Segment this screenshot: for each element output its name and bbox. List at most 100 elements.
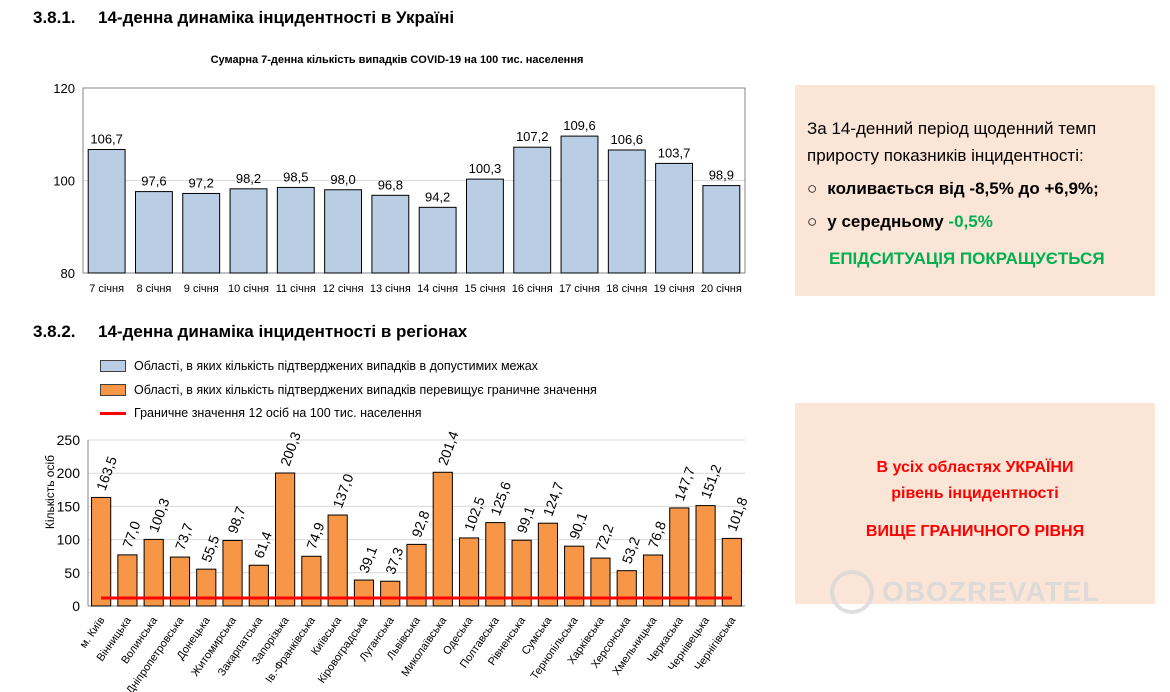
data-label: 73,7 bbox=[172, 521, 196, 552]
bar bbox=[380, 580, 401, 607]
bar bbox=[222, 539, 243, 607]
data-label: 109,6 bbox=[563, 118, 596, 133]
bar bbox=[276, 186, 315, 274]
data-label: 37,3 bbox=[382, 545, 406, 576]
data-label: 98,2 bbox=[236, 171, 261, 186]
y-tick-label: 100 bbox=[53, 174, 75, 189]
section-heading-2: 3.8.2. 14-денна динаміка інцидентності в … bbox=[33, 322, 468, 341]
x-tick-label: 12 січня bbox=[323, 283, 364, 295]
bar bbox=[371, 194, 410, 274]
logo-icon bbox=[830, 570, 874, 614]
x-tick-label: 11 січня bbox=[276, 283, 316, 295]
data-label: 92,8 bbox=[408, 508, 432, 539]
bar bbox=[607, 149, 646, 274]
data-label: 101,8 bbox=[724, 495, 751, 534]
data-label: 201,4 bbox=[435, 429, 462, 468]
summary-line: приросту показників інцидентності: bbox=[807, 146, 1084, 165]
x-tick-label: 19 січня bbox=[654, 283, 695, 295]
x-tick-label: 14 січня bbox=[417, 283, 458, 295]
bar bbox=[513, 146, 552, 274]
data-label: 106,7 bbox=[90, 132, 123, 147]
data-label: 74,9 bbox=[303, 520, 327, 551]
data-label: 61,4 bbox=[251, 529, 275, 560]
data-label: 97,2 bbox=[189, 175, 214, 190]
bar bbox=[642, 554, 664, 607]
bar bbox=[616, 570, 637, 607]
summary-box: За 14-денний період щоденний темп прирос… bbox=[795, 85, 1155, 296]
legend-swatch bbox=[100, 384, 126, 396]
bar bbox=[695, 505, 716, 607]
data-label: 99,1 bbox=[513, 504, 537, 535]
data-label: 100,3 bbox=[469, 161, 502, 176]
bar bbox=[229, 188, 268, 274]
bar bbox=[87, 149, 126, 274]
bar bbox=[327, 514, 348, 607]
section-heading-1: 3.8.1. 14-денна динаміка інцидентності в … bbox=[33, 8, 455, 27]
data-label: 103,7 bbox=[658, 145, 691, 160]
data-label: 77,0 bbox=[119, 519, 143, 550]
bar bbox=[406, 543, 427, 607]
x-tick-label: 7 січня bbox=[89, 283, 124, 295]
bar bbox=[182, 192, 221, 274]
bar bbox=[196, 568, 217, 607]
y-tick-label: 80 bbox=[61, 266, 75, 281]
x-tick-label: 15 січня bbox=[464, 283, 505, 295]
bar bbox=[560, 135, 599, 274]
data-label: 147,7 bbox=[671, 464, 698, 503]
data-label: 151,2 bbox=[697, 462, 724, 501]
bar bbox=[485, 522, 506, 607]
y-tick-label: 100 bbox=[57, 532, 81, 548]
y-tick-label: 250 bbox=[57, 432, 81, 448]
data-label: 98,7 bbox=[224, 504, 248, 535]
bar bbox=[134, 191, 173, 274]
x-tick-label: 17 січня bbox=[559, 283, 600, 295]
legend-item-exceeded: Області, в яких кількість підтверджених … bbox=[100, 383, 597, 397]
data-label: 39,1 bbox=[356, 544, 380, 575]
bar bbox=[465, 178, 504, 274]
watermark-logo: OBOZREVATEL bbox=[830, 570, 1100, 614]
y-tick-label: 0 bbox=[72, 598, 80, 614]
y-tick-label: 150 bbox=[57, 498, 81, 514]
bar bbox=[353, 579, 375, 607]
x-tick-label: 8 січня bbox=[136, 283, 171, 295]
data-label: 124,7 bbox=[540, 480, 567, 519]
data-label: 100,3 bbox=[145, 496, 172, 535]
data-label: 200,3 bbox=[277, 429, 304, 468]
data-label: 98,0 bbox=[330, 172, 355, 187]
bar bbox=[564, 545, 585, 607]
y-tick-label: 200 bbox=[57, 465, 81, 481]
bar bbox=[702, 185, 741, 274]
x-tick-label: 10 січня bbox=[228, 283, 269, 295]
data-label: 102,5 bbox=[461, 494, 488, 533]
x-tick-label: 18 січня bbox=[606, 283, 647, 295]
data-label: 97,6 bbox=[141, 174, 166, 189]
data-label: 98,5 bbox=[283, 169, 308, 184]
bar bbox=[458, 537, 480, 607]
status-text: ЕПІДСИТУАЦІЯ ПОКРАЩУЄТЬСЯ bbox=[829, 249, 1105, 268]
bar bbox=[117, 554, 138, 607]
bar bbox=[324, 189, 363, 274]
y-axis-title: Кількість осіб bbox=[43, 455, 57, 529]
chart-title: Сумарна 7-денна кількість випадків COVID… bbox=[211, 54, 584, 66]
x-tick-label: 20 січня bbox=[701, 283, 742, 295]
data-label: 72,2 bbox=[592, 522, 616, 553]
data-label: 90,1 bbox=[566, 510, 590, 541]
bar bbox=[248, 564, 269, 607]
bar bbox=[432, 471, 453, 607]
bar bbox=[91, 496, 112, 607]
bullet-average: ○ у середньому -0,5% bbox=[807, 212, 993, 231]
bar bbox=[655, 162, 694, 274]
data-label: 137,0 bbox=[329, 471, 356, 510]
bar bbox=[418, 206, 457, 274]
bar bbox=[301, 555, 322, 607]
bar bbox=[590, 557, 611, 607]
data-label: 76,8 bbox=[645, 519, 669, 550]
legend-swatch bbox=[100, 360, 126, 372]
summary-line: За 14-денний період щоденний темп bbox=[807, 119, 1097, 138]
y-tick-label: 50 bbox=[64, 565, 80, 581]
data-label: 55,5 bbox=[198, 533, 222, 564]
data-label: 106,6 bbox=[611, 132, 644, 147]
data-label: 107,2 bbox=[516, 129, 549, 144]
bullet-range: ○ коливається від -8,5% до +6,9%; bbox=[807, 179, 1099, 198]
bar bbox=[537, 522, 558, 607]
